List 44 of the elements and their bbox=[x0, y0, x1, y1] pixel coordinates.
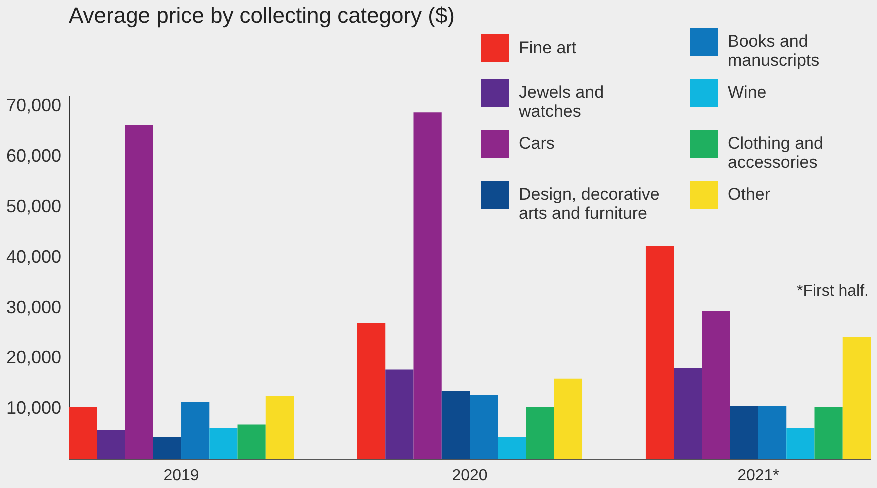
bar bbox=[125, 125, 154, 459]
bar bbox=[702, 311, 730, 459]
bar bbox=[153, 437, 182, 459]
y-tick-label: 70,000 bbox=[6, 96, 62, 116]
bar bbox=[646, 246, 674, 459]
y-tick-label: 30,000 bbox=[6, 297, 62, 318]
legend-label: Clothing and accessories bbox=[728, 134, 824, 172]
bar bbox=[386, 370, 414, 459]
bar bbox=[266, 396, 294, 459]
bar bbox=[498, 437, 526, 459]
legend-label: Cars bbox=[519, 134, 555, 153]
bar bbox=[414, 112, 442, 459]
bar bbox=[210, 428, 238, 459]
bar bbox=[730, 406, 758, 459]
bar bbox=[442, 391, 470, 459]
x-tick-label: 2021* bbox=[738, 468, 780, 484]
bar bbox=[554, 378, 583, 459]
annotation: *First half. bbox=[796, 283, 869, 300]
bar bbox=[357, 323, 386, 459]
bar bbox=[786, 428, 815, 459]
y-tick-label: 40,000 bbox=[6, 246, 62, 267]
bar bbox=[97, 430, 126, 459]
bar bbox=[842, 336, 871, 459]
y-tick-label: 50,000 bbox=[6, 196, 62, 216]
legend-label: Other bbox=[728, 185, 771, 204]
x-tick-label: 2019 bbox=[164, 468, 200, 484]
legend-label: Books and manuscripts bbox=[728, 32, 820, 70]
bar bbox=[526, 407, 554, 459]
bar bbox=[238, 424, 266, 459]
x-tick-label: 2020 bbox=[452, 468, 488, 484]
legend-label: Design, decorative arts and furniture bbox=[519, 185, 660, 223]
bar bbox=[69, 407, 98, 459]
bar bbox=[470, 394, 498, 459]
bar bbox=[674, 368, 702, 459]
bar bbox=[758, 406, 787, 459]
bar bbox=[182, 402, 210, 459]
y-tick-label: 20,000 bbox=[6, 348, 62, 368]
chart-title: Average price by collecting category ($) bbox=[69, 3, 456, 28]
legend-label: Wine bbox=[728, 83, 767, 102]
y-tick-label: 60,000 bbox=[6, 146, 62, 166]
bar bbox=[814, 407, 843, 459]
legend-label: Fine art bbox=[519, 38, 577, 58]
legend-label: Jewels and watches bbox=[518, 83, 604, 121]
y-tick-label: 10,000 bbox=[6, 398, 62, 418]
